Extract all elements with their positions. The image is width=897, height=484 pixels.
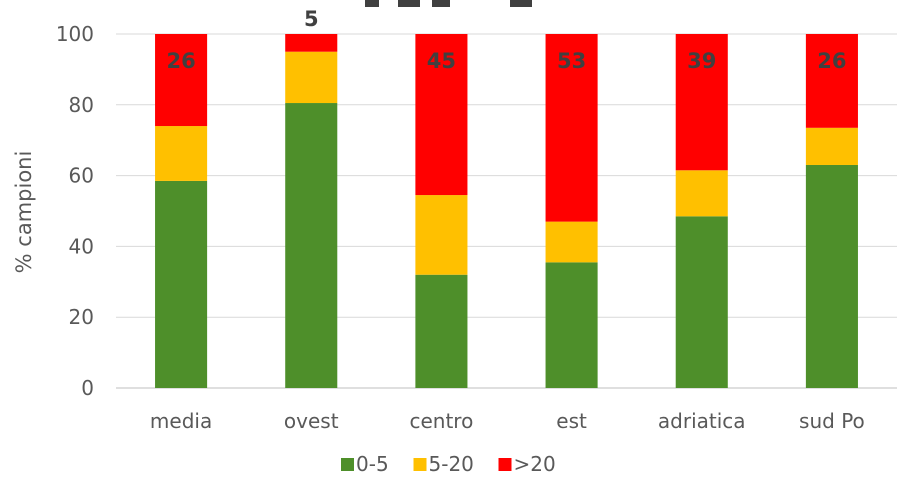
bar-segment bbox=[545, 34, 598, 222]
x-tick-label: media bbox=[150, 409, 212, 433]
legend: 0-5 5-20 >20 bbox=[341, 452, 556, 476]
title-fragment bbox=[510, 0, 532, 7]
data-label: 53 bbox=[557, 49, 586, 73]
bar-segment bbox=[285, 34, 338, 52]
legend-label: >20 bbox=[514, 452, 556, 476]
x-tick-label: ovest bbox=[284, 409, 339, 433]
legend-label: 5-20 bbox=[429, 452, 474, 476]
legend-swatch bbox=[413, 458, 427, 471]
bar-segment bbox=[675, 34, 728, 171]
title-fragment-layer bbox=[365, 0, 532, 7]
bar-segment bbox=[805, 164, 858, 388]
y-tick-label: 0 bbox=[81, 376, 94, 400]
bar-segment bbox=[805, 127, 858, 165]
bar-segment bbox=[285, 51, 338, 104]
x-tick-label: adriatica bbox=[658, 409, 746, 433]
bar-segment bbox=[675, 216, 728, 388]
bar-segment bbox=[285, 103, 338, 388]
x-tick-label: sud Po bbox=[799, 409, 865, 433]
data-label: 26 bbox=[817, 49, 846, 73]
y-tick-label: 100 bbox=[56, 22, 94, 46]
bar-segment bbox=[545, 262, 598, 388]
title-fragment bbox=[432, 0, 450, 7]
x-tick-labels: media ovest centro est adriatica sud Po bbox=[150, 409, 865, 433]
data-label: 39 bbox=[687, 49, 716, 73]
bar-segment bbox=[155, 180, 208, 388]
bar-segment bbox=[675, 170, 728, 217]
data-label: 5 bbox=[304, 7, 319, 31]
title-fragment bbox=[365, 0, 379, 7]
title-fragment bbox=[398, 0, 420, 7]
bar-segment bbox=[155, 126, 208, 181]
bar-segment bbox=[415, 274, 468, 388]
legend-label: 0-5 bbox=[356, 452, 389, 476]
y-tick-labels: 0 20 40 60 80 100 bbox=[56, 22, 94, 400]
bar-segment bbox=[415, 34, 468, 196]
y-tick-label: 40 bbox=[69, 234, 94, 258]
data-labels: 26 5 45 53 39 26 bbox=[166, 7, 846, 73]
legend-swatch bbox=[341, 458, 354, 471]
bar-segment bbox=[415, 195, 468, 275]
y-tick-label: 60 bbox=[69, 164, 94, 188]
bars bbox=[155, 34, 858, 388]
x-tick-label: centro bbox=[409, 409, 473, 433]
data-label: 45 bbox=[427, 49, 456, 73]
legend-swatch bbox=[498, 458, 512, 471]
bar-segment bbox=[805, 34, 858, 128]
y-axis-title: % campioni bbox=[12, 151, 36, 274]
y-tick-label: 20 bbox=[69, 305, 94, 329]
gridlines bbox=[116, 33, 897, 389]
bar-segment bbox=[155, 34, 208, 127]
data-label: 26 bbox=[166, 49, 195, 73]
y-tick-label: 80 bbox=[69, 93, 94, 117]
x-tick-label: est bbox=[556, 409, 587, 433]
bar-segment bbox=[545, 221, 598, 263]
